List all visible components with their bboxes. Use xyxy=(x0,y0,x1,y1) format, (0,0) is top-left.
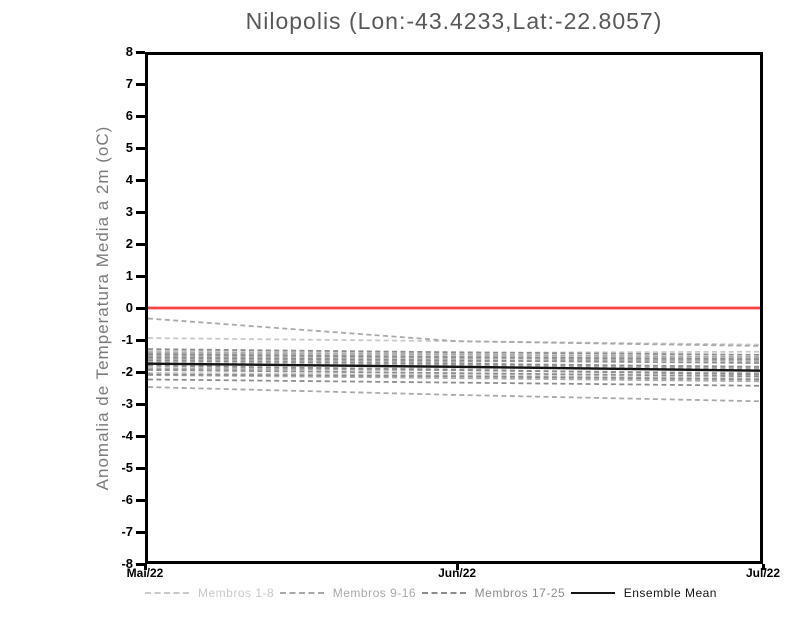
member-line xyxy=(148,367,760,375)
y-tick-mark xyxy=(136,498,145,502)
y-tick-label: 8 xyxy=(125,44,133,59)
member-line xyxy=(148,351,760,358)
member-line xyxy=(148,357,760,363)
y-tick-mark xyxy=(136,466,145,470)
y-tick-label: -3 xyxy=(121,396,133,411)
y-tick-label: 4 xyxy=(125,172,133,187)
dashed-line-sample-icon xyxy=(145,592,189,594)
member-line xyxy=(148,349,760,354)
member-line xyxy=(148,356,760,364)
member-line xyxy=(148,359,760,368)
y-tick-label: -8 xyxy=(121,556,133,571)
y-tick-mark xyxy=(136,338,145,342)
y-tick-label: 6 xyxy=(125,108,133,123)
plot-area xyxy=(145,52,763,564)
y-tick-label: -1 xyxy=(121,332,133,347)
member-line xyxy=(148,374,760,383)
legend-item-membros-17-25: Membros 17-25 xyxy=(421,586,566,600)
y-tick-label: 2 xyxy=(125,236,133,251)
y-tick-label: -2 xyxy=(121,364,133,379)
x-tick-label: Jul/22 xyxy=(745,566,781,580)
x-tick-mark xyxy=(761,564,765,570)
y-tick-mark xyxy=(136,178,145,182)
solid-line-sample-icon xyxy=(570,592,615,594)
member-line xyxy=(148,354,760,363)
legend-item-membros-9-16: Membros 9-16 xyxy=(279,586,417,600)
y-tick-mark xyxy=(136,402,145,406)
legend-label: Membros 1-8 xyxy=(198,586,275,600)
y-tick-label: 1 xyxy=(125,268,133,283)
y-tick-label: -6 xyxy=(121,492,133,507)
legend-item-membros-1-8: Membros 1-8 xyxy=(145,586,274,600)
y-tick-mark xyxy=(136,306,145,310)
y-tick-label: 0 xyxy=(125,300,133,315)
member-line xyxy=(148,317,760,347)
y-tick-mark xyxy=(136,146,145,150)
y-tick-mark xyxy=(136,50,145,54)
dashed-line-sample-icon xyxy=(421,592,466,594)
member-line xyxy=(148,348,760,356)
y-tick-label: -4 xyxy=(121,428,133,443)
y-tick-label: 5 xyxy=(125,140,133,155)
y-tick-mark xyxy=(136,210,145,214)
legend-label: Ensemble Mean xyxy=(623,586,717,600)
x-tick-mark xyxy=(143,564,147,570)
y-tick-mark xyxy=(136,562,145,566)
y-tick-mark xyxy=(136,530,145,534)
y-tick-mark xyxy=(136,82,145,86)
chart-title: Nilopolis (Lon:-43.4233,Lat:-22.8057) xyxy=(245,8,663,34)
legend: Membros 1-8 Membros 9-16 Membros 17-25 E… xyxy=(145,586,717,600)
legend-item-ensemble-mean: Ensemble Mean xyxy=(570,586,717,600)
member-line xyxy=(148,353,760,361)
member-line xyxy=(148,361,760,368)
y-tick-label: 3 xyxy=(125,204,133,219)
x-tick-label: Jun/22 xyxy=(438,566,477,580)
legend-label: Membros 17-25 xyxy=(474,586,566,600)
y-tick-label: -7 xyxy=(121,524,133,539)
member-line xyxy=(148,373,760,381)
plot-svg xyxy=(148,306,760,403)
x-tick-label: Mai/22 xyxy=(126,566,164,580)
y-tick-mark xyxy=(136,370,145,374)
member-line xyxy=(148,337,760,346)
y-tick-mark xyxy=(136,242,145,246)
legend-label: Membros 9-16 xyxy=(332,586,417,600)
y-tick-label: -5 xyxy=(121,460,133,475)
member-line xyxy=(148,386,760,403)
dashed-line-sample-icon xyxy=(279,592,324,594)
ensemble-mean-line xyxy=(148,362,760,372)
y-tick-mark xyxy=(136,114,145,118)
member-line xyxy=(148,378,760,387)
member-line xyxy=(148,371,760,380)
x-tick-mark xyxy=(455,564,459,570)
y-tick-label: 7 xyxy=(125,76,133,91)
member-line xyxy=(148,369,760,378)
y-tick-mark xyxy=(136,434,145,438)
member-line xyxy=(148,364,760,376)
y-tick-mark xyxy=(136,274,145,278)
